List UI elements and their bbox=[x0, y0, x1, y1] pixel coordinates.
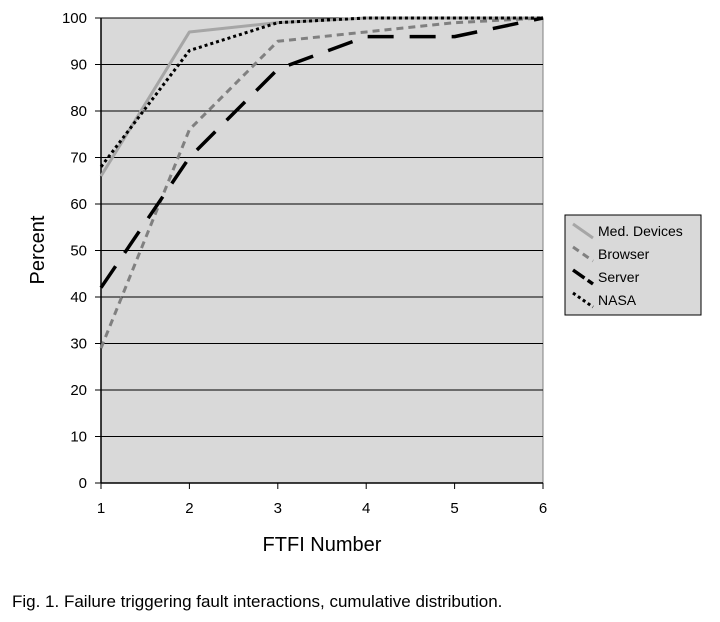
y-axis-title: Percent bbox=[27, 215, 49, 284]
series-lines bbox=[99, 16, 544, 349]
figure-caption: Fig. 1. Failure triggering fault interac… bbox=[12, 592, 503, 611]
legend-swatch-2 bbox=[571, 268, 595, 286]
legend-label: NASA bbox=[598, 292, 637, 308]
x-axis-title: FTFI Number bbox=[263, 534, 382, 556]
x-tick-label: 2 bbox=[185, 500, 193, 517]
y-tick-label: 10 bbox=[70, 429, 87, 446]
x-tick-label: 4 bbox=[362, 500, 370, 517]
x-tick-label: 3 bbox=[274, 500, 282, 517]
legend-swatch-1 bbox=[572, 245, 594, 263]
y-tick-label: 70 bbox=[70, 150, 87, 167]
y-tick-label: 40 bbox=[70, 289, 87, 306]
legend: Med. Devices Browser Server NASA bbox=[564, 214, 702, 316]
x-tick-label: 6 bbox=[539, 500, 547, 517]
legend-swatch-3 bbox=[572, 291, 594, 309]
legend-label: Server bbox=[598, 269, 640, 285]
chart: 0 10 20 30 40 50 60 70 80 90 100 1 2 3 4 5 6 FTFI Number… bbox=[27, 10, 702, 556]
legend-swatch-0 bbox=[572, 222, 594, 240]
x-tick-label: 5 bbox=[450, 500, 458, 517]
legend-box bbox=[564, 214, 702, 316]
y-tick-label: 90 bbox=[70, 57, 87, 74]
y-tick-label: 60 bbox=[70, 196, 87, 213]
series-line-3 bbox=[99, 16, 543, 168]
legend-label: Med. Devices bbox=[598, 223, 683, 239]
y-tick-label: 0 bbox=[79, 475, 87, 492]
series-line-2 bbox=[99, 16, 544, 289]
axes bbox=[95, 17, 544, 489]
gridlines bbox=[101, 17, 543, 437]
x-tick-label: 1 bbox=[97, 500, 105, 517]
y-tick-label: 50 bbox=[70, 243, 87, 260]
series-line-1 bbox=[99, 16, 544, 349]
y-tick-label: 80 bbox=[70, 103, 87, 120]
y-tick-label: 100 bbox=[62, 10, 87, 27]
legend-label: Browser bbox=[598, 246, 650, 262]
tick-labels: 0 10 20 30 40 50 60 70 80 90 100 1 2 3 4 5 6 bbox=[62, 10, 547, 517]
y-tick-label: 30 bbox=[70, 336, 87, 353]
y-tick-label: 20 bbox=[70, 382, 87, 399]
